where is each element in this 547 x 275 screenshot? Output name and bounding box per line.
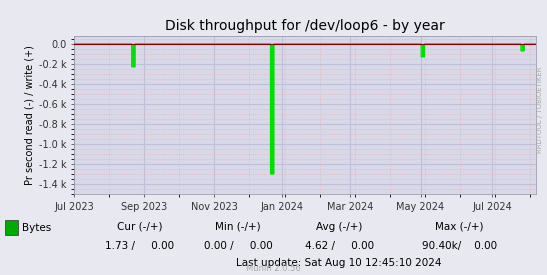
Text: Last update: Sat Aug 10 12:45:10 2024: Last update: Sat Aug 10 12:45:10 2024: [236, 258, 442, 268]
Y-axis label: Pr second read (-) / write (+): Pr second read (-) / write (+): [25, 45, 34, 185]
Text: Max (-/+): Max (-/+): [435, 222, 484, 232]
Text: 1.73 /     0.00: 1.73 / 0.00: [105, 241, 174, 251]
Text: Munin 2.0.56: Munin 2.0.56: [246, 264, 301, 273]
Text: Cur (-/+): Cur (-/+): [117, 222, 162, 232]
Text: 0.00 /     0.00: 0.00 / 0.00: [203, 241, 272, 251]
Text: RRDTOOL / TOBIOETIKER: RRDTOOL / TOBIOETIKER: [537, 67, 543, 153]
Text: 90.40k/    0.00: 90.40k/ 0.00: [422, 241, 497, 251]
Text: Avg (-/+): Avg (-/+): [316, 222, 362, 232]
Title: Disk throughput for /dev/loop6 - by year: Disk throughput for /dev/loop6 - by year: [165, 19, 445, 33]
Text: 4.62 /     0.00: 4.62 / 0.00: [305, 241, 374, 251]
Text: Bytes: Bytes: [22, 223, 51, 233]
Text: Min (-/+): Min (-/+): [215, 222, 261, 232]
